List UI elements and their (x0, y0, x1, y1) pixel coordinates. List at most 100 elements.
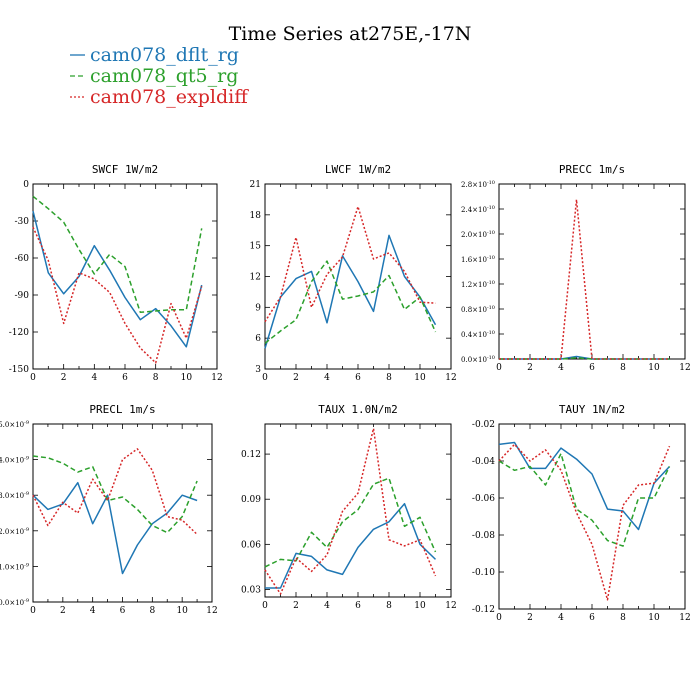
y-tick-label: 3 (255, 365, 261, 375)
y-tick-exponent: -9 (24, 456, 29, 462)
x-tick-label: 10 (648, 363, 660, 373)
y-tick-times: ×10 (472, 231, 487, 239)
y-tick-label: 0.0×10-10 (461, 355, 495, 364)
x-tick-label: 6 (355, 601, 361, 611)
series-line-0 (264, 234, 437, 349)
y-tick-label: -0.06 (472, 494, 495, 504)
x-tick-label: 2 (293, 601, 299, 611)
panel-title: LWCF 1W/m2 (325, 163, 391, 176)
y-tick-exponent: -9 (24, 527, 29, 533)
y-tick-label: 0.0×10-9 (0, 598, 29, 607)
series-line-2 (264, 205, 436, 323)
series-line-1 (32, 195, 203, 314)
series-line-0 (498, 441, 671, 531)
y-tick-times: ×10 (472, 331, 487, 339)
y-tick-label: 0.4×10-10 (461, 330, 495, 339)
y-tick-exponent: -10 (487, 355, 495, 361)
panel-title: SWCF 1W/m2 (92, 163, 158, 176)
y-tick-label: 2.4×10-10 (461, 205, 495, 214)
x-tick-label: 2 (61, 373, 67, 383)
y-tick-exponent: -10 (487, 180, 495, 186)
y-tick-label: 1.6×10-10 (461, 255, 495, 264)
x-tick-label: 0 (30, 373, 36, 383)
y-tick-exponent: -10 (487, 280, 495, 286)
panels-grid: SWCF 1W/m20 2 4 6 8 10 12-150-120-90-60-300LWC… (0, 163, 691, 623)
series-line-2 (499, 198, 670, 360)
x-tick-label: 0 (262, 373, 268, 383)
y-tick-exponent: -10 (487, 205, 495, 211)
y-tick-times: ×10 (9, 492, 24, 500)
legend-label-dflt: cam078_dflt_rg (90, 44, 239, 66)
x-tick-label: 10 (181, 373, 193, 383)
y-tick-mantissa: 0.8 (461, 306, 472, 314)
y-tick-mantissa: 5.0 (0, 421, 9, 429)
y-tick-mantissa: 2.0 (0, 528, 9, 536)
x-tick-label: 8 (149, 606, 155, 616)
x-tick-label: 0 (262, 601, 268, 611)
y-tick-mantissa: 2.0 (461, 231, 472, 239)
plot-frame (498, 183, 686, 360)
y-tick-mantissa: 2.8 (461, 181, 472, 189)
y-tick-times: ×10 (472, 206, 487, 214)
x-tick-label: 0 (30, 606, 36, 616)
y-tick-label: 0.8×10-10 (461, 305, 495, 314)
y-tick-times: ×10 (472, 181, 487, 189)
y-tick-exponent: -9 (24, 491, 29, 497)
series-line-2 (498, 443, 671, 601)
y-tick-exponent: -9 (24, 420, 29, 426)
x-tick-label: 10 (176, 606, 188, 616)
figure-title: Time Series at275E,-17N (229, 23, 472, 45)
x-tick-label: 12 (445, 373, 456, 383)
x-tick-label: 6 (355, 373, 361, 383)
x-tick-label: 2 (60, 606, 66, 616)
legend-label-qt5: cam078_qt5_rg (90, 65, 238, 87)
x-tick-label: 12 (211, 373, 222, 383)
panel-5: TAUY 1N/m2 0 2 4 6 8 10 12 -0.12 -0.10 -0.08 -0.06 -… (472, 403, 691, 623)
y-tick-label: -150 (9, 365, 29, 375)
y-tick-label: -0.02 (472, 420, 495, 430)
y-tick-label: 0 (23, 180, 29, 190)
x-tick-label: 8 (386, 601, 392, 611)
x-tick-label: 6 (589, 613, 595, 623)
plot-frame (264, 183, 452, 370)
y-tick-label: -60 (15, 254, 30, 264)
x-tick-label: 8 (620, 363, 626, 373)
y-tick-mantissa: 0.4 (461, 331, 473, 339)
y-tick-exponent: -10 (487, 255, 495, 261)
x-tick-label: 0 (496, 613, 502, 623)
series-line-2 (32, 448, 198, 535)
y-tick-mantissa: 0.0 (0, 599, 9, 607)
plot-frame (498, 423, 686, 610)
x-tick-label: 4 (324, 601, 330, 611)
y-tick-mantissa: 2.4 (461, 206, 473, 214)
y-tick-label: 1.0×10-9 (0, 562, 29, 571)
panel-title: TAUY 1N/m2 (559, 403, 625, 416)
series-line-1 (264, 477, 437, 568)
panel-3: PRECL 1m/s0 2 4 6 8 10 120.0×10-91.0×10-92.0×1… (0, 403, 218, 616)
x-tick-label: 10 (414, 373, 426, 383)
y-tick-mantissa: 3.0 (0, 492, 9, 500)
y-tick-exponent: -9 (24, 598, 29, 604)
y-tick-label: -0.08 (472, 531, 495, 541)
x-tick-label: 0 (496, 363, 502, 373)
y-tick-label: -0.04 (472, 457, 495, 467)
y-tick-label: -0.12 (472, 605, 495, 615)
y-tick-label: 18 (250, 211, 262, 221)
y-tick-mantissa: 1.6 (461, 256, 473, 264)
plot-frame (32, 423, 213, 603)
y-tick-label: -120 (9, 328, 29, 338)
series-line-1 (32, 455, 198, 534)
series-line-0 (32, 481, 198, 575)
y-tick-label: 2.0×10-10 (461, 230, 495, 239)
x-tick-label: 10 (414, 601, 426, 611)
x-tick-label: 4 (90, 606, 96, 616)
y-tick-label: 0.12 (241, 450, 261, 460)
y-tick-times: ×10 (472, 281, 487, 289)
y-tick-times: ×10 (472, 256, 487, 264)
y-tick-label: 0.09 (241, 495, 261, 505)
y-tick-exponent: -10 (487, 305, 495, 311)
x-tick-label: 4 (91, 373, 97, 383)
y-tick-times: ×10 (9, 421, 24, 429)
panel-1: LWCF 1W/m2 0 2 4 6 8 10 12 3 6 9 12 15 18 21 (250, 163, 457, 383)
